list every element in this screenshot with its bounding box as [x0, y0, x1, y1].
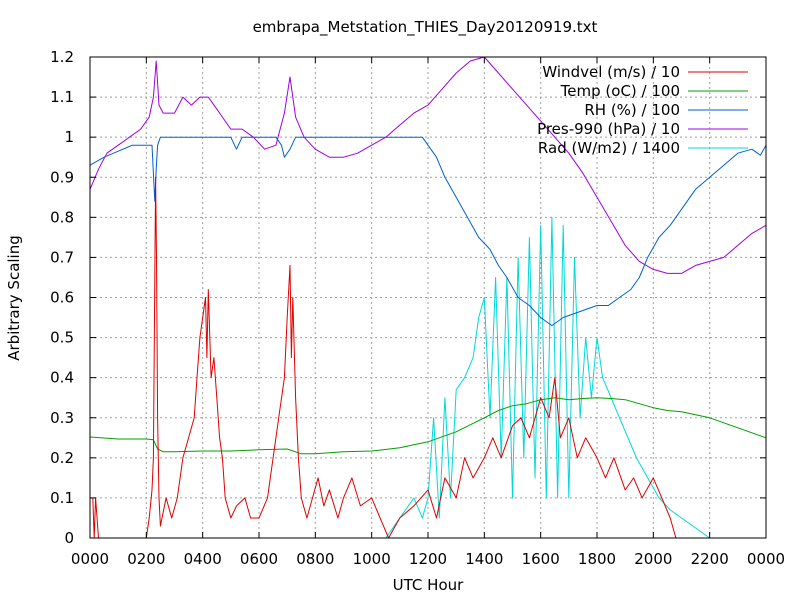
plot-area	[89, 56, 767, 539]
y-tick-label: 1.2	[50, 48, 74, 66]
series-line-temp	[89, 397, 767, 455]
y-tick-label: 0.2	[50, 449, 74, 467]
legend-label-pres: Pres-990 (hPa) / 10	[537, 120, 680, 138]
x-tick-label: 2000	[634, 550, 672, 568]
legend-label-windvel: Windvel (m/s) / 10	[542, 63, 680, 81]
series-line-rh	[89, 136, 767, 327]
x-tick-label: 1400	[465, 550, 503, 568]
y-tick-label: 0.1	[50, 489, 74, 507]
x-tick-label: 2200	[691, 550, 729, 568]
x-tick-label: 0800	[296, 550, 334, 568]
y-axis-label: Arbitrary Scaling	[5, 235, 23, 361]
y-tick-label: 1	[64, 128, 74, 146]
series-line-pres	[89, 56, 767, 274]
y-axis-ticks: 0 0.1 0.2 0.3 0.4 0.5 0.6 0.7 0.8 0.9 1 1.1 1.2	[50, 48, 766, 547]
legend-label-temp: Temp (oC) / 100	[560, 82, 680, 100]
x-tick-label: 1800	[578, 550, 616, 568]
series-line-rad	[90, 216, 766, 539]
chart-title: embrapa_Metstation_THIES_Day20120919.txt	[253, 18, 598, 37]
y-tick-label: 0.3	[50, 409, 74, 427]
y-tick-label: 0.6	[50, 289, 74, 307]
x-tick-label: 0400	[184, 550, 222, 568]
x-tick-label: 0000	[747, 550, 785, 568]
x-tick-label: 0200	[127, 550, 165, 568]
y-tick-label: 0	[64, 529, 74, 547]
y-tick-label: 0.4	[50, 369, 74, 387]
legend-label-rad: Rad (W/m2) / 1400	[538, 139, 680, 157]
x-tick-label: 0000	[71, 550, 109, 568]
y-tick-label: 0.8	[50, 208, 74, 226]
x-axis-label: UTC Hour	[393, 576, 464, 594]
y-tick-label: 0.5	[50, 329, 74, 347]
series-line-windvel	[92, 176, 677, 539]
x-tick-label: 1200	[409, 550, 447, 568]
y-tick-label: 0.7	[50, 248, 74, 266]
y-tick-label: 0.9	[50, 168, 74, 186]
y-tick-label: 1.1	[50, 88, 74, 106]
x-axis-ticks: 0000 0200 0400 0600 0800 1000 1200 1400 1600 1800…	[71, 57, 785, 568]
x-tick-label: 1000	[353, 550, 391, 568]
legend-label-rh: RH (%) / 100	[584, 101, 680, 119]
x-tick-label: 1600	[522, 550, 560, 568]
x-tick-label: 0600	[240, 550, 278, 568]
